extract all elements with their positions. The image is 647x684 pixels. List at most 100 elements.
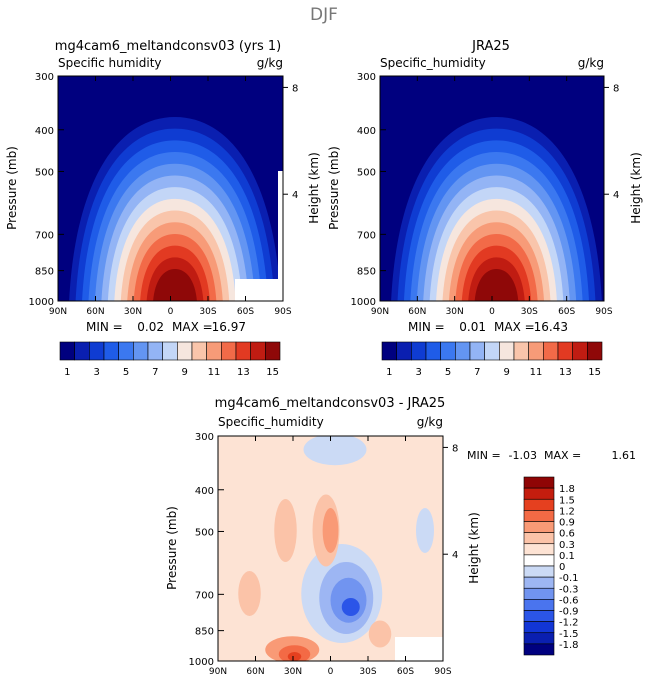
colorbar-swatch	[587, 341, 603, 361]
colorbar-label: -1.8	[559, 640, 579, 651]
page-title: DJF	[310, 5, 338, 25]
y-right-tick-label: 8	[452, 443, 458, 454]
colorbar-swatch	[118, 341, 134, 361]
colorbar-swatch	[484, 341, 500, 361]
y-tick-label: 700	[195, 590, 214, 601]
y-right-tick-label: 4	[452, 550, 458, 561]
colorbar-label: -0.9	[559, 607, 579, 618]
panel-diff-min-label: MIN =	[467, 449, 501, 462]
colorbar-swatch	[557, 341, 573, 361]
x-tick-label: 0	[489, 307, 495, 317]
y-right-tick-label: 4	[292, 190, 298, 201]
colorbar-label: 9	[503, 367, 509, 378]
panel-diff-max-label: MAX =	[544, 449, 581, 462]
colorbar-swatch	[133, 341, 149, 361]
x-tick-label: 30N	[124, 307, 142, 317]
panel-obs-min: 0.01	[459, 320, 486, 334]
x-tick-label: 90N	[49, 307, 67, 317]
colorbar-label: 3	[93, 367, 99, 378]
panel-model-plot	[58, 76, 283, 301]
y-tick-label: 1000	[29, 297, 54, 308]
y-right-tick-label: 8	[292, 83, 298, 94]
colorbar-label: -0.6	[559, 595, 579, 606]
colorbar-label: 0.6	[559, 529, 575, 540]
colorbar-swatch	[177, 341, 193, 361]
colorbar-swatch	[523, 610, 555, 622]
diff-contour-band	[341, 598, 360, 616]
y-tick-label: 500	[357, 167, 376, 178]
y-right-tick-label: 8	[613, 83, 619, 94]
colorbar-label: 1.2	[559, 506, 575, 517]
diff-contour-band	[274, 499, 297, 562]
panel-model: mg4cam6_meltandconsv03 (yrs 1) Specific …	[5, 39, 321, 378]
colorbar-label: 1	[386, 367, 392, 378]
panel-model-units: g/kg	[257, 56, 283, 70]
missing-data-mask	[235, 279, 283, 301]
colorbar-swatch	[265, 341, 281, 361]
colorbar-swatch	[103, 341, 119, 361]
colorbar-swatch	[411, 341, 427, 361]
panel-obs: JRA25 Specific_humidity g/kg Pressure (m…	[327, 39, 643, 378]
colorbar-swatch	[455, 341, 471, 361]
colorbar-swatch	[523, 521, 555, 533]
colorbar-swatch	[572, 341, 588, 361]
x-tick-label: 60S	[558, 307, 575, 317]
colorbar-swatch	[59, 341, 75, 361]
x-tick-label: 60S	[397, 667, 414, 677]
humidity-contour-band	[153, 269, 197, 301]
y-right-tick-label: 4	[613, 190, 619, 201]
colorbar-swatch	[513, 341, 529, 361]
colorbar-swatch	[250, 341, 266, 361]
y-tick-label: 400	[35, 126, 54, 137]
panel-obs-max: 16.43	[534, 320, 568, 334]
colorbar-label: 15	[266, 367, 279, 378]
colorbar-swatch	[396, 341, 412, 361]
x-tick-label: 30S	[359, 667, 376, 677]
colorbar-label: -1.2	[559, 618, 579, 629]
x-tick-label: 30N	[284, 667, 302, 677]
panel-obs-colorbar: 1 3 5 7 9 11 13 15	[381, 341, 603, 378]
x-tick-label: 30S	[521, 307, 538, 317]
panel-diff-ylabel-right: Height (km)	[467, 512, 481, 583]
panel-obs-units: g/kg	[578, 56, 604, 70]
humidity-contour-band	[474, 269, 519, 301]
x-tick-label: 90N	[371, 307, 389, 317]
panel-diff-max: 1.61	[612, 449, 637, 462]
y-tick-label: 300	[35, 72, 54, 83]
colorbar-label: 13	[559, 367, 572, 378]
colorbar-label: 0	[559, 562, 565, 573]
diff-contour-band	[368, 620, 392, 648]
panel-model-colorbar: 1 3 5 7 9 11 13 15	[59, 341, 281, 378]
colorbar-swatch	[523, 532, 555, 545]
colorbar-label: -0.1	[559, 573, 579, 584]
diff-contour-band	[303, 436, 367, 466]
panel-diff-title: mg4cam6_meltandconsv03 - JRA25	[215, 396, 446, 411]
colorbar-label: 15	[588, 367, 601, 378]
colorbar-swatch	[523, 599, 555, 611]
panel-diff-min: -1.03	[509, 449, 537, 462]
y-tick-label: 850	[357, 267, 376, 278]
panel-diff-plot	[218, 436, 443, 661]
x-tick-label: 60N	[408, 307, 426, 317]
colorbar-swatch	[523, 576, 555, 589]
panel-model-max-label: MAX =	[172, 320, 213, 334]
colorbar-swatch	[523, 510, 555, 522]
colorbar-label: 9	[181, 367, 187, 378]
panel-diff-variable: Specific_humidity	[218, 415, 324, 429]
panel-diff: mg4cam6_meltandconsv03 - JRA25 Specific_…	[165, 396, 636, 677]
colorbar-label: 13	[237, 367, 250, 378]
panel-obs-ylabel-right: Height (km)	[629, 152, 643, 223]
x-tick-label: 90N	[209, 667, 227, 677]
y-tick-label: 1000	[189, 657, 214, 668]
missing-data-mask	[278, 171, 283, 283]
colorbar-swatch	[74, 341, 90, 361]
y-tick-label: 850	[195, 627, 214, 638]
panel-model-ylabel-right: Height (km)	[307, 152, 321, 223]
colorbar-swatch	[147, 341, 163, 361]
colorbar-label: 7	[152, 367, 158, 378]
panel-diff-ylabel: Pressure (mb)	[165, 506, 179, 590]
y-tick-label: 700	[35, 230, 54, 241]
panel-obs-axes: 90N 60N 30N 0 30S 60S 90S 300 400 500 700 850 1000 8 4	[351, 72, 620, 317]
colorbar-label: 11	[530, 367, 543, 378]
x-tick-label: 60S	[237, 307, 254, 317]
